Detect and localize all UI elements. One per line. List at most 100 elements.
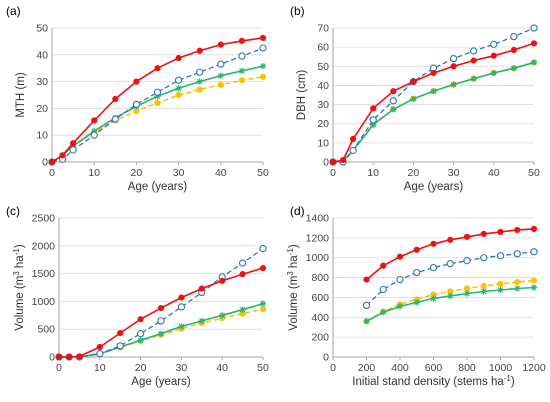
chart-panel-4: (d) 0 200 400 600 800 1000 1200 1400 0 200 400 600 80… <box>286 204 546 388</box>
y-tick-label: 800 <box>311 272 329 284</box>
x-tick-label: 0 <box>56 362 62 374</box>
data-point <box>154 65 161 72</box>
x-tick-label: 40 <box>215 167 227 179</box>
y-tick-label: 50 <box>36 23 48 35</box>
data-point <box>154 99 161 107</box>
x-axis-label: Initial stand density (stems ha-1) <box>352 374 515 389</box>
data-point <box>380 309 387 316</box>
x-tick-label: 20 <box>131 167 143 179</box>
data-point <box>390 88 397 95</box>
data-point <box>514 278 521 286</box>
series-line <box>332 61 535 163</box>
data-point <box>363 276 370 283</box>
data-point <box>157 317 165 325</box>
y-tick-label: 50 <box>317 61 329 73</box>
y-tick-label: 20 <box>317 118 329 130</box>
panel-label: (b) <box>290 4 305 18</box>
data-point <box>430 87 437 95</box>
series-blue-dashed-circle <box>55 244 267 361</box>
data-point <box>329 158 337 166</box>
panel-label: (c) <box>6 204 20 218</box>
series-line <box>333 27 535 163</box>
data-point <box>238 52 246 60</box>
x-tick-label: 1200 <box>522 362 546 374</box>
panel-label: (a) <box>6 4 21 18</box>
data-point <box>196 47 203 54</box>
data-point <box>413 268 421 277</box>
data-point <box>497 286 504 294</box>
data-point <box>175 54 182 62</box>
data-point <box>410 78 417 85</box>
data-point <box>91 117 98 124</box>
data-point <box>55 353 63 361</box>
data-point <box>514 226 521 234</box>
data-point <box>132 100 141 109</box>
data-point <box>217 41 224 48</box>
x-tick-label: 20 <box>408 167 420 179</box>
x-tick-label: 0 <box>330 362 336 374</box>
x-tick-label: 40 <box>216 362 228 374</box>
data-point <box>259 244 267 253</box>
y-axis-label: DBH (cm) <box>296 70 308 121</box>
data-point <box>429 263 438 272</box>
x-tick-label: 600 <box>425 362 443 374</box>
data-point <box>370 105 377 112</box>
data-point <box>196 68 204 76</box>
y-tick-label: 30 <box>36 76 48 88</box>
data-point <box>369 116 377 124</box>
data-point <box>463 290 471 297</box>
data-point <box>198 317 205 325</box>
data-point <box>490 69 497 77</box>
x-tick-label: 40 <box>488 167 500 179</box>
series-blue-dashed-circle <box>362 248 538 310</box>
data-point <box>497 228 504 235</box>
x-tick-label: 30 <box>173 167 185 179</box>
x-axis-label: Age (years) <box>131 376 191 388</box>
y-tick-label: 0 <box>323 157 329 169</box>
data-point <box>480 254 488 262</box>
data-point <box>76 353 83 360</box>
series-line <box>59 302 264 358</box>
y-tick-label: 0 <box>42 157 48 169</box>
series-green-star <box>329 59 538 166</box>
chart-panel-3: (c) 0 500 1000 1500 2000 2500 0 10 20 30 40 50 Age (y… <box>6 204 269 388</box>
x-tick-label: 30 <box>448 167 460 179</box>
data-point <box>496 252 505 260</box>
y-tick-label: 10 <box>317 137 329 149</box>
series-red-dot <box>48 34 267 166</box>
data-point <box>70 140 77 147</box>
data-point <box>219 277 226 284</box>
data-point <box>259 306 267 313</box>
data-point <box>48 158 56 166</box>
data-point <box>137 316 144 323</box>
data-point <box>510 32 518 41</box>
panel-label: (d) <box>290 204 305 218</box>
y-tick-label: 1500 <box>32 268 56 280</box>
data-point <box>178 323 185 330</box>
y-axis-label: Volume (m3 ha-1) <box>12 244 27 331</box>
data-point <box>259 44 267 52</box>
data-point <box>177 303 186 311</box>
data-point <box>198 285 205 292</box>
data-point <box>238 67 246 75</box>
y-tick-label: 2000 <box>32 240 56 252</box>
x-tick-label: 50 <box>257 167 269 179</box>
data-point <box>175 85 182 92</box>
series-line <box>51 47 264 163</box>
x-tick-label: 200 <box>358 362 376 374</box>
y-tick-label: 1200 <box>306 232 330 244</box>
data-point <box>430 295 437 302</box>
data-point <box>238 259 247 267</box>
data-point <box>59 152 66 159</box>
data-point <box>396 253 404 260</box>
data-point <box>396 303 404 310</box>
data-point <box>157 304 165 312</box>
x-axis-label: Age (years) <box>128 181 188 193</box>
data-point <box>157 330 165 337</box>
data-point <box>450 81 457 88</box>
y-tick-label: 200 <box>311 332 329 344</box>
data-point <box>363 318 370 325</box>
data-point <box>530 40 538 47</box>
series-line <box>332 61 535 163</box>
